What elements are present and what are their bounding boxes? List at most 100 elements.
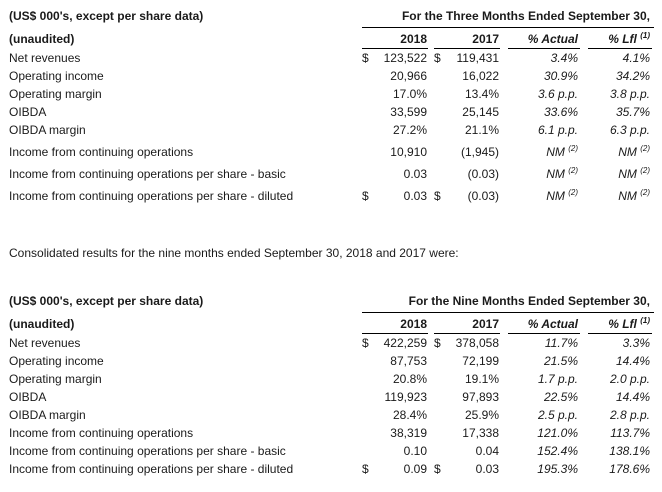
row-label: OIBDA — [9, 105, 47, 119]
table-row: Net revenues $123,522 $119,431 3.4% 4.1% — [0, 49, 662, 67]
value-2018: 0.03 — [403, 189, 427, 203]
row-label: OIBDA margin — [9, 408, 86, 422]
value-lfl: 34.2% — [615, 69, 650, 83]
period-underline-2 — [362, 312, 654, 313]
currency-2018: $ — [362, 189, 369, 203]
value-2017: 13.4% — [464, 87, 499, 101]
row-label: Income from continuing operations — [9, 426, 194, 440]
value-2017: (1,945) — [460, 145, 499, 159]
table-row: Operating income 20,966 16,022 30.9% 34.2% — [0, 67, 662, 85]
row-label: Income from continuing operations per sh… — [9, 462, 294, 476]
value-2017: 97,893 — [462, 390, 499, 404]
currency-2018: $ — [362, 336, 369, 350]
value-actual: 11.7% — [544, 336, 578, 350]
table-row: OIBDA margin 28.4% 25.9% 2.5 p.p. 2.8 p.p. — [0, 406, 662, 424]
value-actual: 22.5% — [543, 390, 578, 404]
currency-2018: $ — [362, 462, 369, 476]
period-underline — [362, 27, 654, 28]
value-2017: 0.03 — [475, 462, 499, 476]
value-actual: 3.6 p.p. — [537, 87, 578, 101]
value-2018: 20.8% — [392, 372, 427, 386]
value-actual: NM (2) — [546, 188, 578, 204]
header-underline-2017 — [434, 48, 500, 49]
value-2017: 119,431 — [456, 51, 500, 65]
table-row: Income from continuing operations per sh… — [0, 460, 662, 478]
unaudited-label-2: (unaudited) — [9, 317, 75, 331]
value-lfl: 113.7% — [610, 426, 650, 440]
value-2018: 27.2% — [392, 123, 427, 137]
row-label: Operating income — [9, 354, 104, 368]
value-2017: 25.9% — [464, 408, 499, 422]
value-2018: 0.10 — [403, 444, 427, 458]
value-2018: 33,599 — [390, 105, 427, 119]
value-2017: 19.1% — [464, 372, 499, 386]
header-underline-actual-2 — [508, 333, 580, 334]
value-lfl: 4.1% — [622, 51, 650, 65]
value-2017: 17,338 — [462, 426, 499, 440]
value-actual: NM (2) — [546, 144, 578, 160]
value-lfl: 2.8 p.p. — [609, 408, 650, 422]
units-label-2: (US$ 000's, except per share data) — [9, 294, 204, 308]
value-lfl: 14.4% — [615, 354, 650, 368]
value-2018: 119,923 — [384, 390, 428, 404]
value-lfl: 3.3% — [622, 336, 650, 350]
currency-2018: $ — [362, 51, 369, 65]
value-actual: 21.5% — [543, 354, 578, 368]
value-2017: 25,145 — [462, 105, 499, 119]
value-actual: 195.3% — [537, 462, 578, 476]
value-2017: 0.04 — [475, 444, 499, 458]
value-2017: 72,199 — [462, 354, 499, 368]
value-actual: 3.4% — [550, 51, 578, 65]
header-underline-actual — [508, 48, 580, 49]
row-label: Income from continuing operations per sh… — [9, 167, 286, 181]
value-2017: 21.1% — [464, 123, 499, 137]
value-2018: 87,753 — [390, 354, 427, 368]
col-2017-2: 2017 — [472, 317, 499, 331]
value-lfl: NM (2) — [618, 166, 650, 182]
header-underline-2018-2 — [362, 333, 428, 334]
value-2018: 17.0% — [392, 87, 427, 101]
currency-2017: $ — [434, 189, 441, 203]
row-label: Operating margin — [9, 87, 102, 101]
value-lfl: 3.8 p.p. — [609, 87, 650, 101]
value-actual: 30.9% — [543, 69, 578, 83]
col-actual: % Actual — [527, 32, 578, 46]
value-2017: 378,058 — [455, 336, 499, 350]
value-2018: 0.09 — [403, 462, 427, 476]
value-actual: 33.6% — [543, 105, 578, 119]
row-label: Income from continuing operations — [9, 145, 194, 159]
col-2018-2: 2018 — [400, 317, 427, 331]
value-2017: (0.03) — [467, 189, 499, 203]
period-title: For the Three Months Ended September 30, — [401, 9, 650, 23]
value-2018: 20,966 — [390, 69, 427, 83]
value-lfl: NM (2) — [618, 188, 650, 204]
intro-text: Consolidated results for the nine months… — [9, 246, 459, 260]
value-actual: 1.7 p.p. — [537, 372, 578, 386]
row-label: Income from continuing operations per sh… — [9, 444, 286, 458]
table-row: Income from continuing operations per sh… — [0, 187, 662, 205]
header-underline-2017-2 — [434, 333, 500, 334]
col-lfl: % Lfl (1) — [608, 31, 650, 47]
col-actual-2: % Actual — [527, 317, 578, 331]
row-label: Operating income — [9, 69, 104, 83]
value-2018: 0.03 — [403, 167, 427, 181]
currency-2017: $ — [434, 462, 441, 476]
header-underline-lfl-2 — [588, 333, 652, 334]
value-lfl: 178.6% — [609, 462, 650, 476]
table-row: Income from continuing operations 10,910 (… — [0, 143, 662, 161]
value-2018: 10,910 — [390, 145, 427, 159]
table-row: Operating income 87,753 72,199 21.5% 14.4% — [0, 352, 662, 370]
table-row: Income from continuing operations per sh… — [0, 442, 662, 460]
row-label: OIBDA — [9, 390, 47, 404]
header-underline-2018 — [362, 48, 428, 49]
value-lfl: NM (2) — [618, 144, 650, 160]
value-2017: 16,022 — [462, 69, 499, 83]
row-label: OIBDA margin — [9, 123, 86, 137]
value-2018: 28.4% — [392, 408, 427, 422]
units-label: (US$ 000's, except per share data) — [9, 9, 204, 23]
value-actual: 6.1 p.p. — [537, 123, 578, 137]
value-lfl: 138.1% — [609, 444, 650, 458]
col-2017: 2017 — [472, 32, 499, 46]
header-underline-lfl — [588, 48, 652, 49]
value-lfl: 6.3 p.p. — [609, 123, 650, 137]
